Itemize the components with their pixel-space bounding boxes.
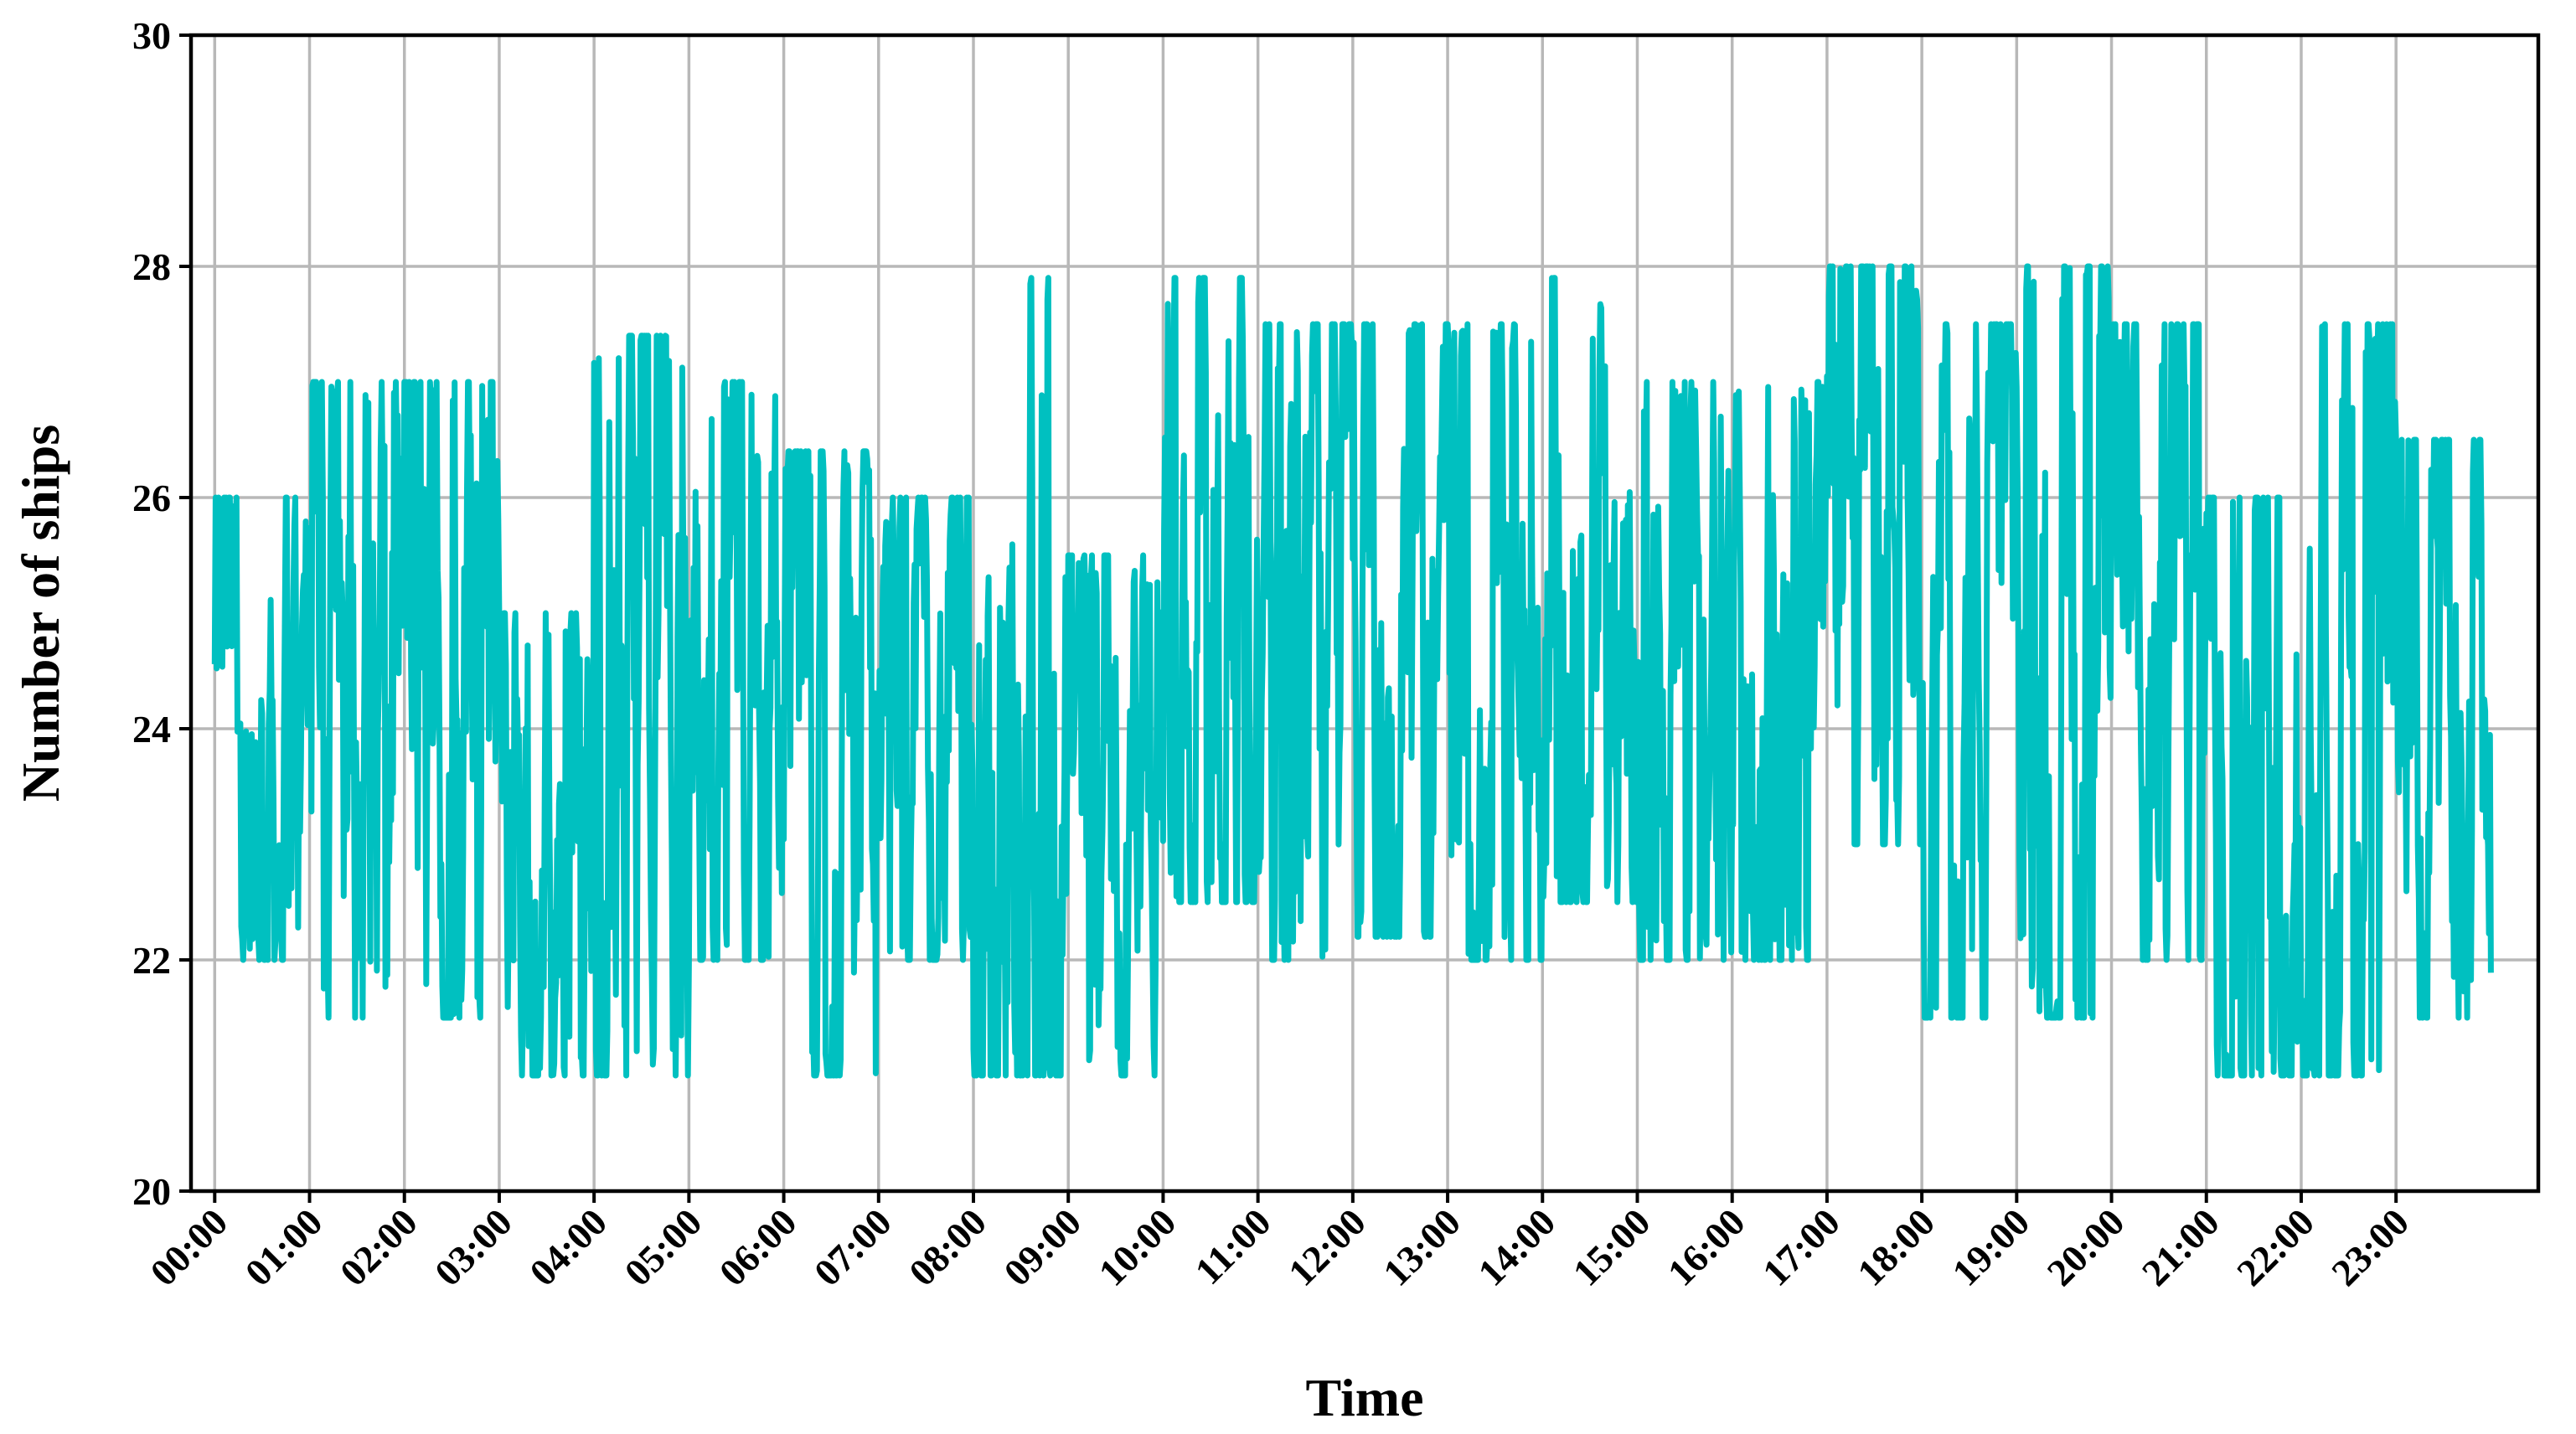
x-tick-label: 01:00 — [237, 1200, 331, 1294]
y-tick-label: 20 — [132, 1170, 171, 1213]
x-tick-label: 11:00 — [1187, 1200, 1279, 1292]
y-tick-label: 26 — [132, 477, 171, 519]
x-tick-label: 18:00 — [1849, 1200, 1943, 1294]
x-tick-label: 08:00 — [901, 1200, 994, 1294]
series-line — [211, 263, 2494, 1079]
x-axis-title: Time — [1305, 1368, 1423, 1427]
x-tick-label: 23:00 — [2323, 1200, 2417, 1294]
x-tick-label: 21:00 — [2134, 1200, 2228, 1294]
y-axis-ticks: 20 22 24 26 28 30 — [132, 14, 191, 1213]
x-tick-label: 07:00 — [806, 1200, 900, 1294]
y-axis-title: Number of ships — [11, 425, 70, 802]
plot-frame — [188, 33, 2541, 1194]
x-tick-label: 03:00 — [426, 1200, 520, 1294]
y-tick-label: 22 — [132, 939, 171, 982]
y-tick-label: 24 — [132, 708, 171, 751]
x-tick-label: 06:00 — [711, 1200, 805, 1294]
x-tick-label: 16:00 — [1660, 1200, 1753, 1294]
y-tick-label: 30 — [132, 14, 171, 57]
x-tick-label: 13:00 — [1375, 1200, 1469, 1294]
x-tick-label: 15:00 — [1565, 1200, 1659, 1294]
x-tick-label: 10:00 — [1091, 1200, 1185, 1294]
x-tick-label: 05:00 — [616, 1200, 710, 1294]
x-tick-label: 04:00 — [521, 1200, 615, 1294]
y-tick-label: 28 — [132, 245, 171, 288]
x-tick-label: 00:00 — [142, 1200, 235, 1294]
series-line-group — [211, 263, 2494, 1079]
x-tick-label: 22:00 — [2228, 1200, 2322, 1294]
x-tick-label: 14:00 — [1469, 1200, 1563, 1294]
x-tick-label: 17:00 — [1754, 1200, 1848, 1294]
x-tick-label: 09:00 — [995, 1200, 1089, 1294]
x-axis-ticks: 00:00 01:00 02:00 03:00 04:00 05:00 06:00 07:00… — [142, 1191, 2417, 1294]
x-tick-label: 20:00 — [2039, 1200, 2133, 1294]
x-tick-label: 02:00 — [332, 1200, 426, 1294]
x-tick-label: 19:00 — [1944, 1200, 2037, 1294]
x-tick-label: 12:00 — [1280, 1200, 1374, 1294]
